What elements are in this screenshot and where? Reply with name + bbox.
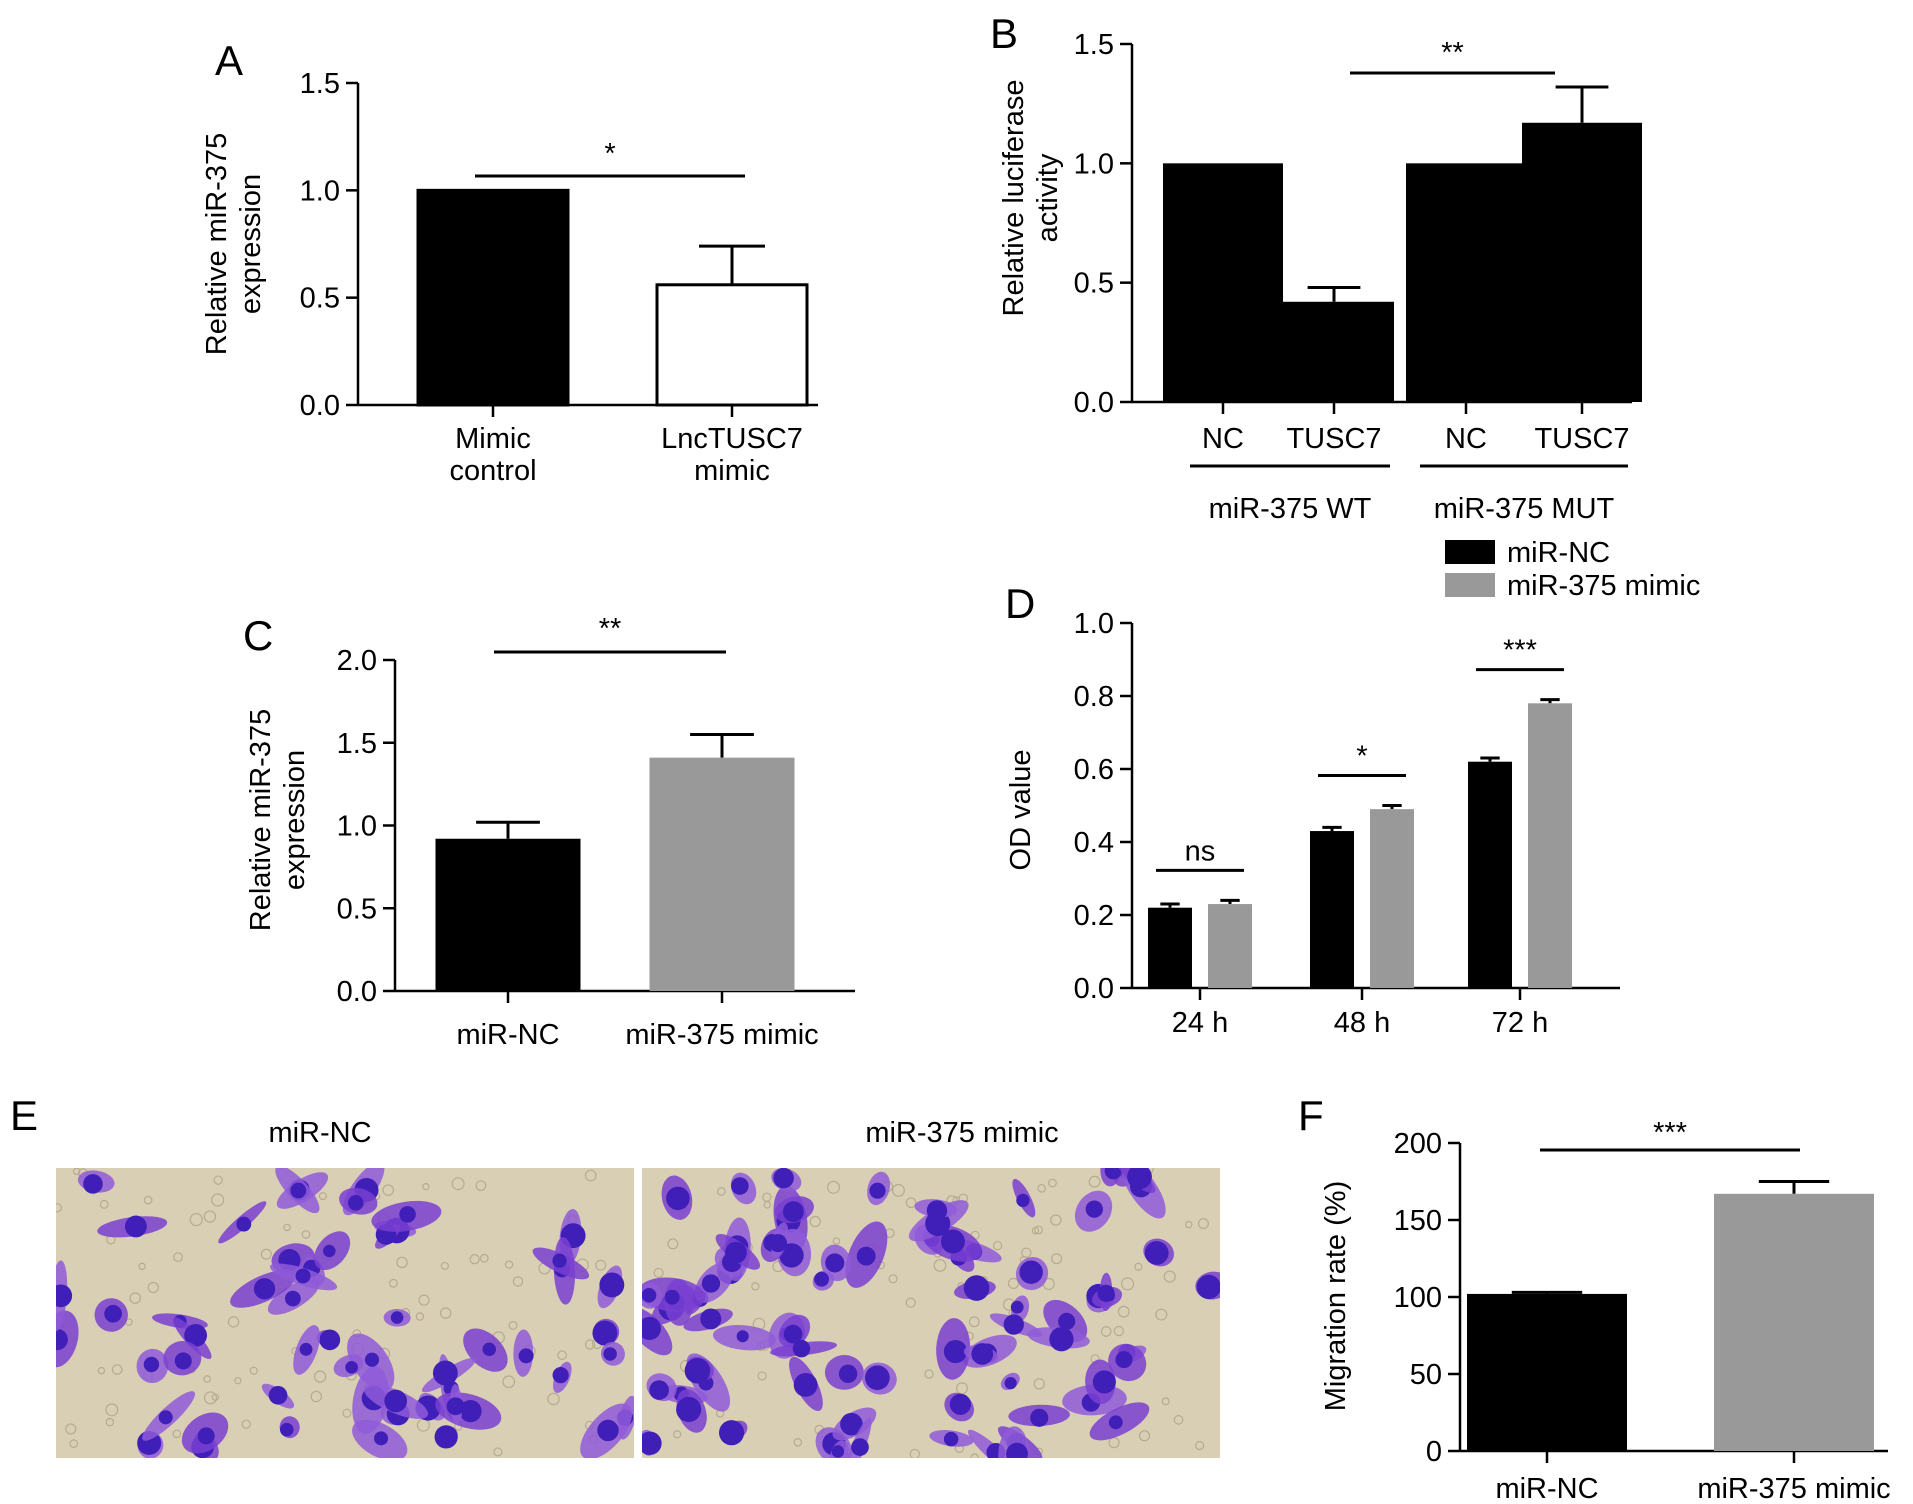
y-tick-label: 0.8 xyxy=(1074,681,1114,713)
y-tick-label: 100 xyxy=(1394,1282,1442,1314)
y-tick-label: 50 xyxy=(1410,1359,1442,1391)
x-tick-label: miR-375 mimic xyxy=(1697,1473,1890,1504)
x-tick-label: 72 h xyxy=(1492,1007,1548,1039)
x-tick-label: NC xyxy=(1445,423,1487,455)
micrograph-mir-nc xyxy=(56,1168,634,1458)
y-tick-label: 0.0 xyxy=(337,976,377,1008)
x-tick-label: Mimic xyxy=(455,423,531,455)
y-tick-label: 0.5 xyxy=(300,283,340,315)
legend-swatch xyxy=(1445,573,1495,597)
significance-label: *** xyxy=(1653,1117,1687,1149)
micrograph-title: miR-375 mimic xyxy=(865,1117,1058,1149)
y-axis-label: Relative miR-375 xyxy=(201,133,233,355)
significance-label: * xyxy=(604,138,615,170)
significance-label: *** xyxy=(1503,635,1537,667)
bar xyxy=(1406,163,1526,402)
x-tick-label: NC xyxy=(1202,423,1244,455)
y-axis-label: Relative luciferase xyxy=(998,80,1030,317)
y-tick-label: 0 xyxy=(1426,1436,1442,1468)
x-tick-label: TUSC7 xyxy=(1534,423,1629,455)
y-axis-label-group: Relative luciferase activity xyxy=(998,80,1064,317)
y-tick-label: 0.5 xyxy=(337,893,377,925)
y-axis-label: OD value xyxy=(1005,750,1037,871)
y-tick-label: 1.0 xyxy=(337,811,377,843)
y-axis-label-group: OD value xyxy=(1005,750,1037,871)
y-tick-label: 1.0 xyxy=(300,175,340,207)
x-tick-label: LncTUSC7 xyxy=(661,423,803,455)
x-tick-label: control xyxy=(449,455,536,487)
y-tick-label: 150 xyxy=(1394,1205,1442,1237)
significance-label: ns xyxy=(1185,835,1216,867)
y-axis-label: expression xyxy=(279,750,311,890)
y-axis-label-group: Relative miR-375 expression xyxy=(245,709,311,931)
micrograph-image xyxy=(56,1168,634,1458)
bar xyxy=(1208,904,1252,988)
panel-letter-f: F xyxy=(1298,1092,1324,1139)
bar xyxy=(1370,809,1414,988)
bar xyxy=(1310,831,1354,988)
y-tick-label: 1.5 xyxy=(1074,29,1114,61)
micrograph-image xyxy=(642,1168,1220,1458)
y-tick-label: 0.4 xyxy=(1074,827,1114,859)
y-axis-label: expression xyxy=(235,174,267,314)
group-label: miR-375 MUT xyxy=(1434,493,1615,525)
chart-panel-c: 0.0 0.5 1.0 1.5 2.0 Relative miR-375 expressio… xyxy=(245,613,855,1051)
chart-panel-b: 0.0 0.5 1.0 1.5 Relative luciferase activity N… xyxy=(998,29,1642,525)
chart-panel-a: 0.0 0.5 1.0 1.5 Relative miR-375 expression Mi… xyxy=(201,68,818,487)
bar xyxy=(1274,301,1394,402)
panel-letter-b: B xyxy=(990,10,1018,57)
micrograph-title: miR-NC xyxy=(268,1117,371,1149)
bar xyxy=(1468,761,1512,988)
y-axis-label-group: Migration rate (%) xyxy=(1320,1181,1352,1411)
y-tick-label: 0.5 xyxy=(1074,268,1114,300)
y-axis-label-group: Relative miR-375 expression xyxy=(201,133,267,355)
significance-label: ** xyxy=(599,613,622,645)
bar xyxy=(1467,1293,1627,1451)
y-tick-label: 0.0 xyxy=(300,390,340,422)
bar xyxy=(435,838,581,991)
y-axis-label: Migration rate (%) xyxy=(1320,1181,1352,1411)
y-tick-label: 1.5 xyxy=(300,68,340,100)
significance-label: ** xyxy=(1441,37,1464,69)
y-tick-label: 0.0 xyxy=(1074,973,1114,1005)
legend-swatch xyxy=(1445,540,1495,564)
y-tick-label: 1.0 xyxy=(1074,148,1114,180)
bar xyxy=(1528,703,1572,988)
legend-label: miR-375 mimic xyxy=(1507,570,1700,602)
bar xyxy=(655,283,809,407)
y-tick-label: 1.5 xyxy=(337,728,377,760)
bar xyxy=(1714,1193,1874,1451)
x-tick-label: miR-NC xyxy=(456,1019,559,1051)
bar xyxy=(416,188,570,407)
y-tick-label: 2.0 xyxy=(337,645,377,677)
bar xyxy=(649,757,795,991)
bar xyxy=(1163,163,1283,402)
micrograph-mir-375-mimic xyxy=(642,1168,1220,1458)
chart-panel-d: 0.0 0.2 0.4 0.6 0.8 1.0 OD value 24 h 48 h 72 h ns… xyxy=(1005,537,1700,1039)
y-tick-label: 1.0 xyxy=(1074,608,1114,640)
y-axis-label: Relative miR-375 xyxy=(245,709,277,931)
bar xyxy=(1148,907,1192,988)
y-tick-label: 0.2 xyxy=(1074,900,1114,932)
x-tick-label: mimic xyxy=(694,455,770,487)
y-tick-label: 0.0 xyxy=(1074,387,1114,419)
y-tick-label: 0.6 xyxy=(1074,754,1114,786)
legend-label: miR-NC xyxy=(1507,537,1610,569)
panel-letter-d: D xyxy=(1005,580,1035,627)
y-axis-label: activity xyxy=(1032,153,1064,242)
x-tick-label: miR-375 mimic xyxy=(625,1019,818,1051)
group-label: miR-375 WT xyxy=(1209,493,1372,525)
y-tick-label: 200 xyxy=(1394,1128,1442,1160)
panel-letter-a: A xyxy=(215,37,243,84)
x-tick-label: 24 h xyxy=(1172,1007,1228,1039)
x-tick-label: TUSC7 xyxy=(1286,423,1381,455)
panel-letter-c: C xyxy=(243,612,273,659)
panel-letter-e: E xyxy=(10,1092,38,1139)
chart-panel-f: 0 50 100 150 200 Migration rate (%) miR-NC miR-… xyxy=(1320,1117,1891,1504)
bar xyxy=(1522,122,1642,402)
significance-label: * xyxy=(1356,741,1367,773)
x-tick-label: miR-NC xyxy=(1495,1473,1598,1504)
x-tick-label: 48 h xyxy=(1334,1007,1390,1039)
